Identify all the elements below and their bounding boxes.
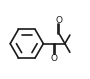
Text: O: O bbox=[56, 16, 63, 25]
Text: O: O bbox=[51, 54, 58, 63]
